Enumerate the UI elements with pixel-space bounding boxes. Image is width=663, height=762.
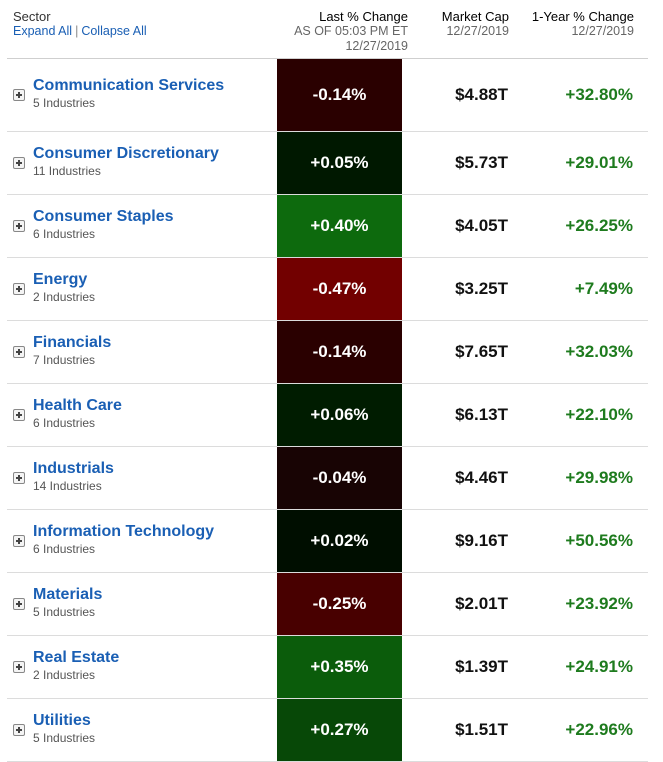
last-change-cell: +0.40% bbox=[277, 195, 402, 257]
expand-plus-icon[interactable] bbox=[13, 724, 25, 736]
expand-plus-icon[interactable] bbox=[13, 661, 25, 673]
sector-name-link[interactable]: Consumer Discretionary bbox=[33, 145, 219, 162]
sector-name-link[interactable]: Communication Services bbox=[33, 77, 225, 94]
last-change-cell: -0.47% bbox=[277, 258, 402, 320]
sector-row: Industrials 14 Industries -0.04% $4.46T +29.… bbox=[7, 447, 648, 510]
one-year-change-cell: +24.91% bbox=[565, 657, 633, 676]
sector-name-link[interactable]: Industrials bbox=[33, 460, 114, 477]
one-year-change-cell: +26.25% bbox=[565, 216, 633, 235]
market-cap-cell: $5.73T bbox=[455, 153, 508, 172]
sector-name-link[interactable]: Materials bbox=[33, 586, 103, 603]
last-change-cell: -0.14% bbox=[277, 321, 402, 383]
expand-plus-icon[interactable] bbox=[13, 598, 25, 610]
link-separator: | bbox=[75, 24, 79, 38]
last-change-column-header[interactable]: Last % Change AS OF 05:03 PM ET 12/27/20… bbox=[294, 9, 408, 54]
industry-count: 5 Industries bbox=[33, 96, 96, 110]
market-cap-column-header[interactable]: Market Cap 12/27/2019 bbox=[442, 9, 509, 39]
expand-plus-icon[interactable] bbox=[13, 535, 25, 547]
sector-row: Consumer Discretionary 11 Industries +0.05… bbox=[7, 132, 648, 195]
market-cap-cell: $4.05T bbox=[455, 216, 508, 235]
industry-count: 2 Industries bbox=[33, 668, 96, 682]
one-year-change-column-header[interactable]: 1-Year % Change 12/27/2019 bbox=[532, 9, 634, 39]
last-change-cell: -0.04% bbox=[277, 447, 402, 509]
one-year-change-cell: +29.01% bbox=[565, 153, 633, 172]
industry-count: 11 Industries bbox=[33, 164, 101, 178]
industry-count: 6 Industries bbox=[33, 416, 96, 430]
sector-name-link[interactable]: Information Technology bbox=[33, 523, 215, 540]
sector-name-link[interactable]: Real Estate bbox=[33, 649, 120, 666]
last-change-cell: +0.27% bbox=[277, 699, 402, 761]
collapse-all-link[interactable]: Collapse All bbox=[81, 24, 147, 38]
sector-row: Information Technology 6 Industries +0.02%… bbox=[7, 510, 648, 573]
industry-count: 2 Industries bbox=[33, 290, 96, 304]
expand-plus-icon[interactable] bbox=[13, 409, 25, 421]
market-cap-label: Market Cap bbox=[441, 9, 509, 24]
last-change-cell: +0.02% bbox=[277, 510, 402, 572]
last-change-cell: -0.25% bbox=[277, 573, 402, 635]
market-cap-cell: $3.25T bbox=[455, 279, 508, 298]
one-year-change-label: 1-Year % Change bbox=[531, 9, 634, 24]
sector-name-link[interactable]: Utilities bbox=[33, 712, 91, 729]
sector-row: Utilities 5 Industries +0.27% $1.51T +22.96% bbox=[7, 699, 648, 762]
last-change-cell: -0.14% bbox=[277, 59, 402, 131]
expand-plus-icon[interactable] bbox=[13, 220, 25, 232]
sector-row: Health Care 6 Industries +0.06% $6.13T +22.1… bbox=[7, 384, 648, 447]
one-year-change-cell: +29.98% bbox=[565, 468, 633, 487]
one-year-change-cell: +7.49% bbox=[574, 279, 633, 298]
one-year-change-cell: +22.96% bbox=[565, 720, 633, 739]
industry-count: 5 Industries bbox=[33, 731, 96, 745]
sector-column-header: Sector bbox=[13, 9, 51, 24]
last-change-cell: +0.05% bbox=[277, 132, 402, 194]
industry-count: 7 Industries bbox=[33, 353, 96, 367]
sector-row: Consumer Staples 6 Industries +0.40% $4.05T… bbox=[7, 195, 648, 258]
industry-count: 5 Industries bbox=[33, 605, 96, 619]
last-change-cell: +0.06% bbox=[277, 384, 402, 446]
table-header: Sector Expand All | Collapse All Last % Ch… bbox=[0, 0, 663, 58]
expand-plus-icon[interactable] bbox=[13, 472, 25, 484]
last-change-label: Last % Change bbox=[319, 9, 408, 24]
one-year-change-cell: +32.03% bbox=[565, 342, 633, 361]
market-cap-cell: $4.46T bbox=[455, 468, 508, 487]
sector-row: Financials 7 Industries -0.14% $7.65T +32.03… bbox=[7, 321, 648, 384]
one-year-change-cell: +50.56% bbox=[565, 531, 633, 550]
market-cap-cell: $1.39T bbox=[455, 657, 508, 676]
sector-name-link[interactable]: Financials bbox=[33, 334, 112, 351]
sector-row: Energy 2 Industries -0.47% $3.25T +7.49% bbox=[7, 258, 648, 321]
market-cap-cell: $1.51T bbox=[455, 720, 508, 739]
sector-name-link[interactable]: Health Care bbox=[33, 397, 122, 414]
sector-name-link[interactable]: Consumer Staples bbox=[33, 208, 174, 225]
sector-table: Communication Services 5 Industries -0.14%… bbox=[7, 58, 648, 762]
expand-plus-icon[interactable] bbox=[13, 346, 25, 358]
sector-row: Communication Services 5 Industries -0.14%… bbox=[7, 59, 648, 132]
market-cap-cell: $2.01T bbox=[455, 594, 508, 613]
industry-count: 14 Industries bbox=[33, 479, 102, 493]
sector-name-link[interactable]: Energy bbox=[33, 271, 88, 288]
expand-plus-icon[interactable] bbox=[13, 157, 25, 169]
sector-row: Materials 5 Industries -0.25% $2.01T +23.92% bbox=[7, 573, 648, 636]
expand-all-link[interactable]: Expand All bbox=[13, 24, 73, 38]
one-year-change-date: 12/27/2019 bbox=[571, 24, 634, 38]
expand-plus-icon[interactable] bbox=[13, 283, 25, 295]
expand-collapse-links: Expand All | Collapse All bbox=[13, 24, 147, 38]
sector-row: Real Estate 2 Industries +0.35% $1.39T +24.9… bbox=[7, 636, 648, 699]
one-year-change-cell: +23.92% bbox=[565, 594, 633, 613]
market-cap-cell: $4.88T bbox=[455, 85, 508, 104]
market-cap-date: 12/27/2019 bbox=[446, 24, 509, 38]
industry-count: 6 Industries bbox=[33, 227, 96, 241]
last-change-asof: AS OF 05:03 PM ET bbox=[294, 24, 408, 38]
industry-count: 6 Industries bbox=[33, 542, 96, 556]
market-cap-cell: $6.13T bbox=[455, 405, 508, 424]
one-year-change-cell: +22.10% bbox=[565, 405, 633, 424]
last-change-cell: +0.35% bbox=[277, 636, 402, 698]
market-cap-cell: $9.16T bbox=[455, 531, 508, 550]
last-change-date: 12/27/2019 bbox=[345, 39, 408, 53]
expand-plus-icon[interactable] bbox=[13, 89, 25, 101]
one-year-change-cell: +32.80% bbox=[565, 85, 633, 104]
market-cap-cell: $7.65T bbox=[455, 342, 508, 361]
